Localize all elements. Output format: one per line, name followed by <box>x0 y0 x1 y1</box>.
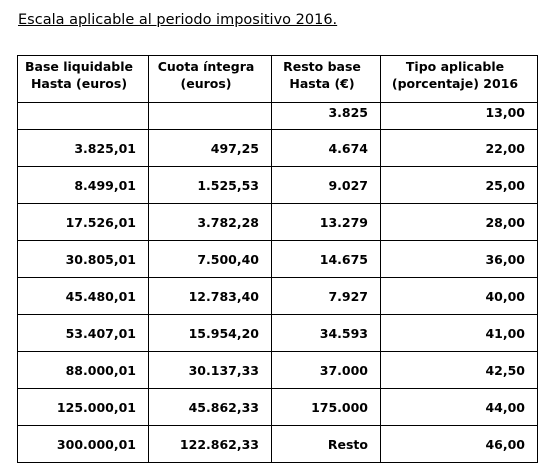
table-cell: 3.825,01 <box>17 129 149 167</box>
table-row: 125.000,01 45.862,33 175.000 44,00 <box>17 388 538 426</box>
table-cell: 53.407,01 <box>17 314 149 352</box>
table-cell: 44,00 <box>380 388 538 426</box>
table-cell: 3.825 <box>271 102 381 130</box>
table-cell: 125.000,01 <box>17 388 149 426</box>
tax-table: Base liquidable Hasta (euros) Cuota íntegr… <box>17 55 538 463</box>
header-line: (euros) <box>180 76 232 91</box>
table-cell: 4.674 <box>271 129 381 167</box>
table-cell <box>17 102 149 130</box>
header-line: Base liquidable <box>24 59 134 74</box>
table-row: 8.499,01 1.525,53 9.027 25,00 <box>17 166 538 204</box>
table-cell: 25,00 <box>380 166 538 204</box>
table-cell: 3.782,28 <box>148 203 272 241</box>
table-cell: 41,00 <box>380 314 538 352</box>
table-body: 3.825 13,00 3.825,01 497,25 4.674 22,00 8.499,… <box>17 102 538 463</box>
table-cell: 17.526,01 <box>17 203 149 241</box>
table-cell: 36,00 <box>380 240 538 278</box>
table-cell: 45.862,33 <box>148 388 272 426</box>
table-head: Base liquidable Hasta (euros) Cuota íntegr… <box>17 55 538 103</box>
table-cell: 7.500,40 <box>148 240 272 278</box>
table-cell: 45.480,01 <box>17 277 149 315</box>
table-cell: 22,00 <box>380 129 538 167</box>
table-cell <box>148 102 272 130</box>
header-line: Hasta (euros) <box>30 76 128 91</box>
table-cell: 175.000 <box>271 388 381 426</box>
table-cell: 13.279 <box>271 203 381 241</box>
column-header: Resto base Hasta (€) <box>271 55 381 103</box>
header-line: Cuota íntegra <box>157 59 255 74</box>
table-row: 300.000,01 122.862,33 Resto 46,00 <box>17 425 538 463</box>
table-cell: 15.954,20 <box>148 314 272 352</box>
table-row: 30.805,01 7.500,40 14.675 36,00 <box>17 240 538 278</box>
column-header: Tipo aplicable (porcentaje) 2016 <box>380 55 538 103</box>
table-cell: 13,00 <box>380 102 538 130</box>
table-row: 17.526,01 3.782,28 13.279 28,00 <box>17 203 538 241</box>
table-cell: 8.499,01 <box>17 166 149 204</box>
table-cell: 1.525,53 <box>148 166 272 204</box>
table-row: 45.480,01 12.783,40 7.927 40,00 <box>17 277 538 315</box>
table-row: 88.000,01 30.137,33 37.000 42,50 <box>17 351 538 389</box>
table-row: 3.825 13,00 <box>17 102 538 130</box>
table-cell: 28,00 <box>380 203 538 241</box>
table-cell: 7.927 <box>271 277 381 315</box>
table-row: 3.825,01 497,25 4.674 22,00 <box>17 129 538 167</box>
table-cell: 34.593 <box>271 314 381 352</box>
column-header: Base liquidable Hasta (euros) <box>17 55 149 103</box>
table-row: 53.407,01 15.954,20 34.593 41,00 <box>17 314 538 352</box>
table-cell: 30.805,01 <box>17 240 149 278</box>
table-cell: 12.783,40 <box>148 277 272 315</box>
header-line: (porcentaje) 2016 <box>391 76 519 91</box>
title: Escala aplicable al periodo impositivo 2… <box>18 12 338 28</box>
table-cell: 122.862,33 <box>148 425 272 463</box>
table-cell: 46,00 <box>380 425 538 463</box>
table-cell: 300.000,01 <box>17 425 149 463</box>
column-header: Cuota íntegra (euros) <box>148 55 272 103</box>
table-cell: Resto <box>271 425 381 463</box>
table-cell: 42,50 <box>380 351 538 389</box>
header-line: Hasta (€) <box>289 76 355 91</box>
header-row: Base liquidable Hasta (euros) Cuota íntegr… <box>17 55 538 103</box>
table-cell: 14.675 <box>271 240 381 278</box>
table-cell: 30.137,33 <box>148 351 272 389</box>
header-line: Resto base <box>283 59 361 74</box>
table-cell: 40,00 <box>380 277 538 315</box>
table-cell: 37.000 <box>271 351 381 389</box>
header-line: Tipo aplicable <box>405 59 505 74</box>
table-cell: 497,25 <box>148 129 272 167</box>
table-cell: 9.027 <box>271 166 381 204</box>
table-cell: 88.000,01 <box>17 351 149 389</box>
